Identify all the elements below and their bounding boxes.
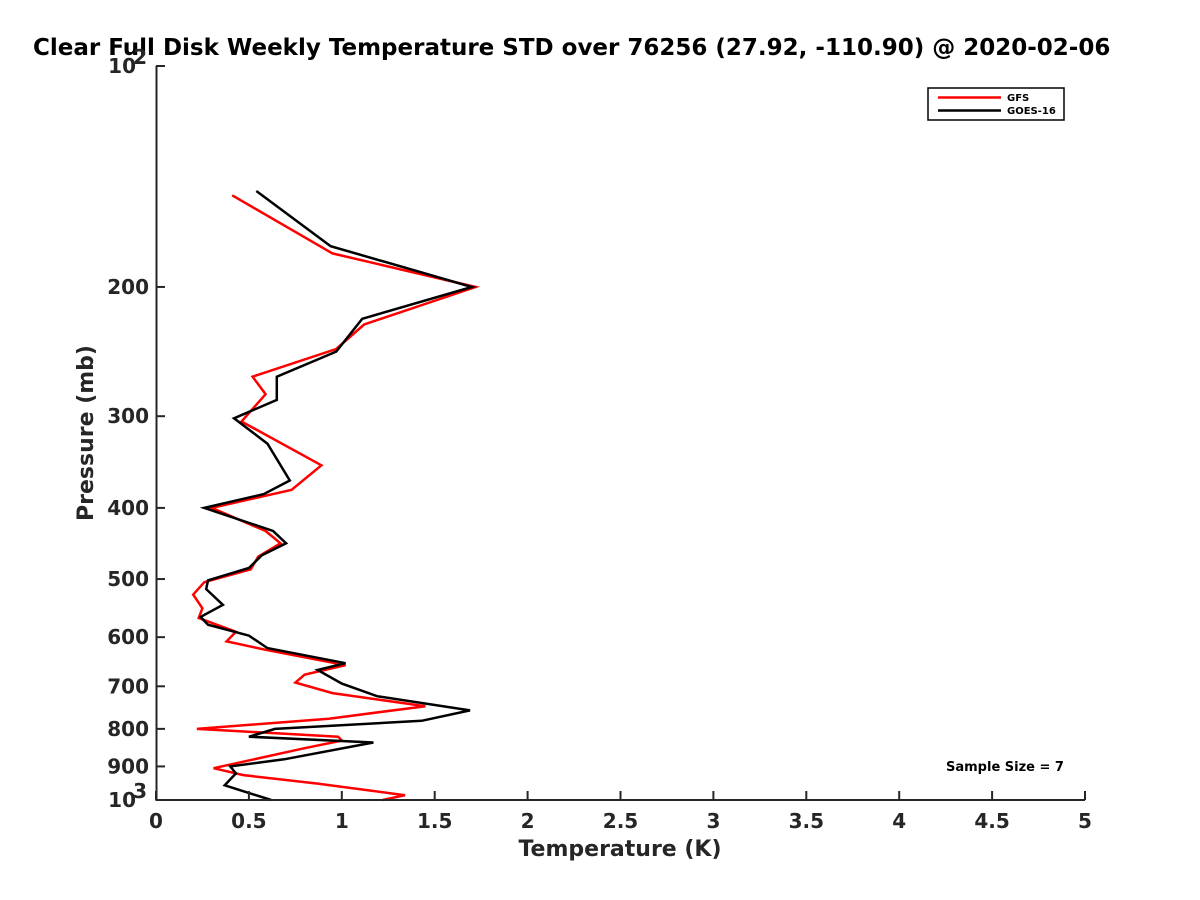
x-tick-label: 2.5 [603,809,638,833]
x-axis-label: Temperature (K) [518,837,721,862]
y-tick-exponent: 2 [133,45,147,69]
legend-label-goes-16: GOES-16 [1007,106,1056,117]
y-tick-label: 400 [107,496,149,520]
x-tick-label: 1 [335,809,349,833]
y-tick-label: 600 [107,625,149,649]
x-tick-label: 4.5 [974,809,1009,833]
x-tick-label: 5 [1078,809,1092,833]
x-tick-label: 0.5 [231,809,266,833]
y-tick-label: 500 [107,567,149,591]
legend: GFS GOES-16 [927,87,1065,121]
chart-title: Clear Full Disk Weekly Temperature STD o… [33,35,1110,61]
series-line-gfs [191,194,481,802]
x-ticks: 0 0.5 1 1.5 2 2.5 3 3.5 4 4.5 5 [149,791,1092,833]
x-tick-label: 0 [149,809,163,833]
legend-box [927,87,1065,121]
sample-size-annotation: Sample Size = 7 [946,760,1064,775]
y-tick-label: 800 [107,717,149,741]
x-tick-label: 3.5 [789,809,824,833]
y-axis-label: Pressure (mb) [74,345,99,521]
y-tick-label: 200 [107,275,149,299]
y-tick-label: 700 [107,674,149,698]
y-tick-label: 10 [108,788,136,812]
series-line-goes-16 [198,189,477,802]
y-tick-label: 900 [107,754,149,778]
x-tick-label: 2 [521,809,535,833]
legend-label-gfs: GFS [1007,93,1029,104]
x-tick-label: 4 [892,809,906,833]
x-tick-label: 1.5 [417,809,452,833]
series-layer [191,189,481,802]
y-tick-label: 10 [108,54,136,78]
y-tick-exponent: 3 [133,779,147,803]
y-tick-label: 300 [107,404,149,428]
x-tick-label: 3 [706,809,720,833]
